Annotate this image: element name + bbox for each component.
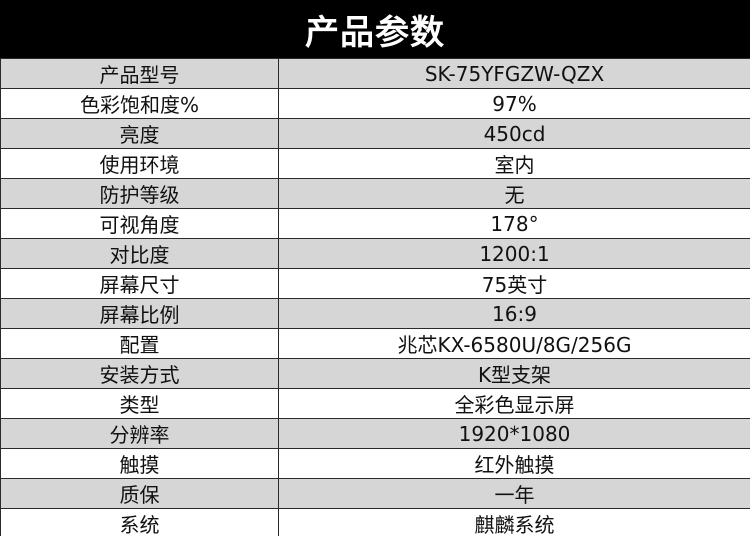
spec-value: 1920*1080 [278, 418, 750, 449]
spec-value: 178° [278, 208, 750, 239]
table-row: 屏幕尺寸 75英寸 [0, 268, 750, 299]
spec-label: 防护等级 [0, 178, 279, 209]
spec-label: 安装方式 [0, 358, 279, 389]
spec-value: 75英寸 [278, 268, 750, 299]
spec-value: 全彩色显示屏 [278, 388, 750, 419]
table-row: 分辨率 1920*1080 [0, 418, 750, 449]
spec-label: 触摸 [0, 448, 279, 479]
table-row: 防护等级无 [0, 178, 750, 209]
spec-label: 亮度 [0, 118, 279, 149]
spec-value: 兆芯KX-6580U/8G/256G [278, 328, 750, 359]
table-row: 可视角度 178° [0, 208, 750, 239]
table-row: 类型 全彩色显示屏 [0, 388, 750, 419]
table-row: 产品型号 SK-75YFGZW-QZX [0, 58, 750, 89]
spec-label: 产品型号 [0, 58, 279, 89]
table-row: 安装方式 K型支架 [0, 358, 750, 389]
table-row: 配置 兆芯KX-6580U/8G/256G [0, 328, 750, 359]
spec-value: 麒麟系统 [278, 508, 750, 536]
spec-value: 无 [278, 178, 750, 209]
spec-label: 屏幕尺寸 [0, 268, 279, 299]
page-title: 产品参数 [305, 12, 445, 53]
spec-value: 室内 [278, 148, 750, 179]
spec-value: 一年 [278, 478, 750, 509]
spec-value: K型支架 [278, 358, 750, 389]
table-row: 使用环境 室内 [0, 148, 750, 179]
spec-value: 450cd [278, 118, 750, 149]
spec-label: 类型 [0, 388, 279, 419]
spec-label: 使用环境 [0, 148, 279, 179]
spec-value: 红外触摸 [278, 448, 750, 479]
table-row: 对比度 1200:1 [0, 238, 750, 269]
spec-value: 97% [278, 88, 750, 119]
spec-label: 屏幕比例 [0, 298, 279, 329]
spec-label: 配置 [0, 328, 279, 359]
spec-label: 质保 [0, 478, 279, 509]
table-row: 亮度 450cd [0, 118, 750, 149]
table-row: 质保 一年 [0, 478, 750, 509]
table-row: 触摸 红外触摸 [0, 448, 750, 479]
spec-label: 系统 [0, 508, 279, 536]
spec-value: 16:9 [278, 298, 750, 329]
spec-value: SK-75YFGZW-QZX [278, 58, 750, 89]
table-row: 色彩饱和度% 97% [0, 88, 750, 119]
spec-table: 产品型号 SK-75YFGZW-QZX 色彩饱和度% 97% 亮度 450cd 使用环… [0, 58, 750, 536]
spec-label: 色彩饱和度% [0, 88, 279, 119]
spec-label: 分辨率 [0, 418, 279, 449]
table-row: 系统 麒麟系统 [0, 508, 750, 536]
table-row: 屏幕比例 16:9 [0, 298, 750, 329]
spec-label: 对比度 [0, 238, 279, 269]
spec-table-body: 产品型号 SK-75YFGZW-QZX 色彩饱和度% 97% 亮度 450cd 使用环… [0, 58, 750, 536]
spec-label: 可视角度 [0, 208, 279, 239]
header-bar: 产品参数 [0, 0, 750, 58]
spec-value: 1200:1 [278, 238, 750, 269]
